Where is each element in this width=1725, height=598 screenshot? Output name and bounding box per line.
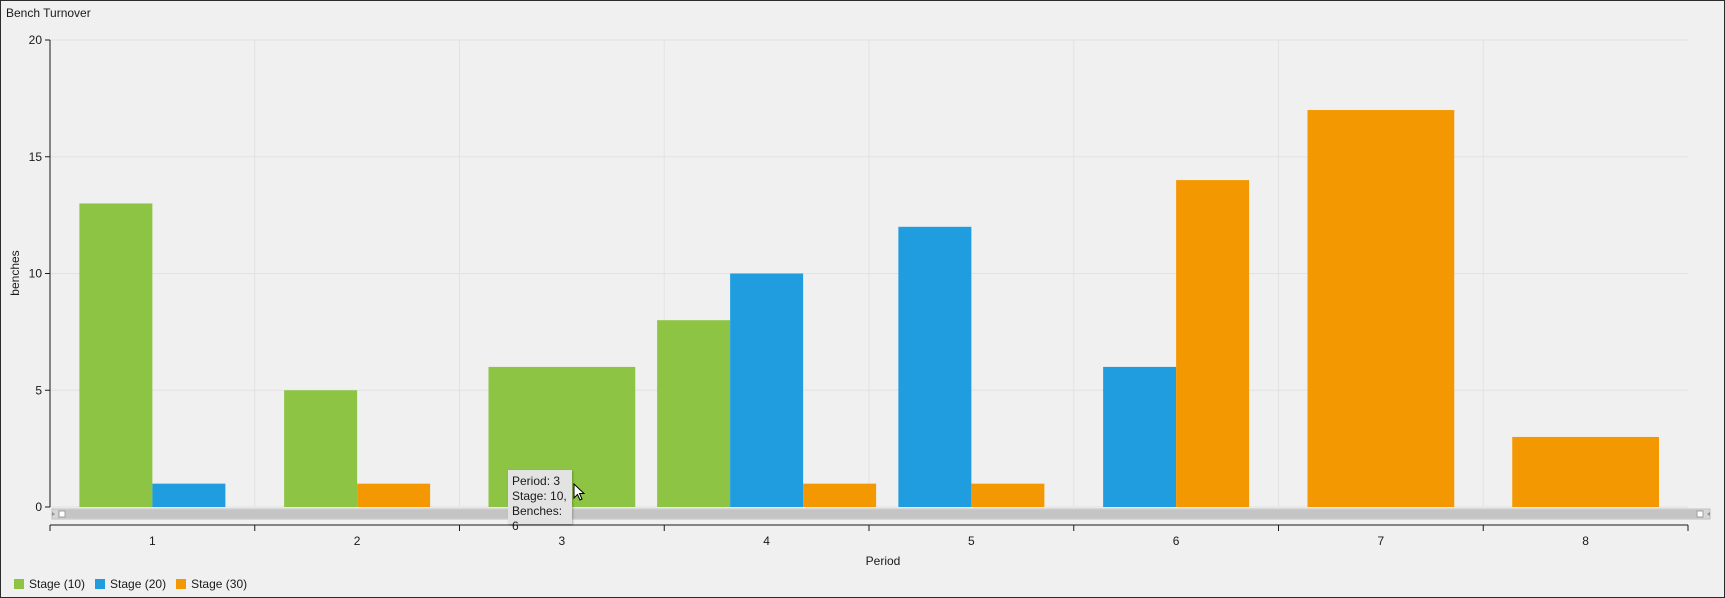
scrollbar-left-handle[interactable] xyxy=(58,510,66,518)
horizontal-scrollbar[interactable] xyxy=(51,508,1711,520)
x-axis-title: Period xyxy=(866,554,901,568)
x-tick-label: 2 xyxy=(354,534,361,548)
bars-layer xyxy=(79,110,1659,508)
scroll-right-arrow-icon[interactable] xyxy=(1707,512,1710,516)
bar-stage-20-period-5[interactable] xyxy=(898,226,972,508)
y-tick-label: 5 xyxy=(35,383,42,397)
bar-stage-30-period-5[interactable] xyxy=(971,483,1045,507)
y-tick-label: 0 xyxy=(35,500,42,514)
bar-stage-10-period-4[interactable] xyxy=(657,320,731,507)
x-tick-label: 3 xyxy=(559,534,566,548)
x-tick-label: 4 xyxy=(763,534,770,548)
bar-stage-20-period-4[interactable] xyxy=(730,273,804,508)
x-tick-label: 5 xyxy=(968,534,975,548)
legend-label: Stage (10) xyxy=(29,577,86,591)
legend-item[interactable]: Stage (10) xyxy=(14,577,85,591)
y-tick-label: 15 xyxy=(29,150,43,164)
bar-stage-20-period-6[interactable] xyxy=(1103,366,1177,507)
scrollbar-thumb[interactable] xyxy=(58,510,1703,518)
x-tick-label: 8 xyxy=(1582,534,1589,548)
legend-label: Stage (20) xyxy=(110,577,167,591)
axes-layer: 0 5 10 15 20 1 2 3 4 5 6 7 8 xyxy=(29,33,1689,548)
bar-stage-10-period-1[interactable] xyxy=(79,203,153,507)
mouse-cursor-icon xyxy=(573,483,586,501)
bar-stage-20-period-1[interactable] xyxy=(152,483,226,507)
y-axis-title: benches xyxy=(8,250,22,295)
bar-stage-30-period-6[interactable] xyxy=(1176,180,1250,507)
tooltip-period: Period: 3 xyxy=(512,474,561,488)
legend-swatch xyxy=(14,579,24,589)
data-tooltip: Period: 3 Stage: 10, Benches: 6 xyxy=(508,470,572,533)
scroll-left-arrow-icon[interactable] xyxy=(52,512,55,516)
bar-stage-30-period-4[interactable] xyxy=(803,483,877,507)
scrollbar-right-handle[interactable] xyxy=(1696,510,1704,518)
legend-label: Stage (30) xyxy=(191,577,248,591)
tooltip-stage: Stage: 10, xyxy=(512,489,567,503)
bar-stage-30-period-8[interactable] xyxy=(1512,436,1659,507)
legend-swatch xyxy=(176,579,187,589)
bar-stage-10-period-2[interactable] xyxy=(284,390,358,507)
tooltip-benches: Benches: 6 xyxy=(512,504,563,533)
legend-swatch xyxy=(95,579,106,589)
x-tick-label: 1 xyxy=(149,534,156,548)
x-tick-label: 6 xyxy=(1173,534,1180,548)
legend-item[interactable]: Stage (30) xyxy=(176,577,247,591)
chart-title: Bench Turnover xyxy=(6,6,91,20)
y-tick-label: 10 xyxy=(29,267,43,281)
bar-stage-30-period-7[interactable] xyxy=(1307,110,1455,508)
x-tick-label: 7 xyxy=(1378,534,1385,548)
legend-item[interactable]: Stage (20) xyxy=(95,577,166,591)
bar-stage-30-period-2[interactable] xyxy=(357,483,431,507)
legend: Stage (10) Stage (20) Stage (30) xyxy=(14,577,247,591)
y-tick-label: 20 xyxy=(29,33,43,47)
